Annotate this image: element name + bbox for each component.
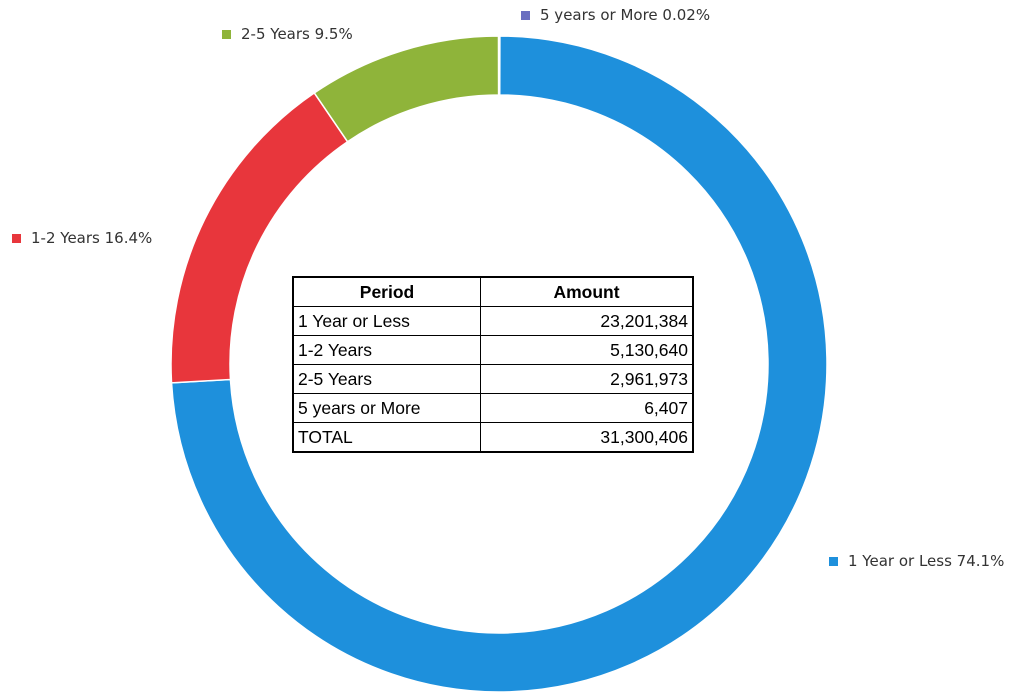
cell-amount: 2,961,973 [480, 364, 694, 394]
table-row-total: TOTAL 31,300,406 [292, 422, 694, 453]
slice-label-5-years-or-more: 5 years or More 0.02% [521, 6, 710, 24]
table-row: 2-5 Years 2,961,973 [292, 364, 694, 394]
cell-amount: 23,201,384 [480, 306, 694, 336]
legend-swatch-1-2-years [12, 233, 21, 243]
legend-swatch-5-years-or-more [521, 10, 530, 20]
table-row: 1-2 Years 5,130,640 [292, 335, 694, 365]
table-row: 1 Year or Less 23,201,384 [292, 306, 694, 336]
header-period: Period [292, 276, 481, 307]
table-row: 5 years or More 6,407 [292, 393, 694, 423]
cell-period: 5 years or More [292, 393, 481, 423]
cell-period: 1-2 Years [292, 335, 481, 365]
cell-amount: 6,407 [480, 393, 694, 423]
legend-swatch-2-5-years [222, 29, 231, 39]
slice-label-text: 5 years or More 0.02% [540, 6, 711, 24]
cell-period-total: TOTAL [292, 422, 481, 453]
cell-period: 2-5 Years [292, 364, 481, 394]
cell-period: 1 Year or Less [292, 306, 481, 336]
amount-table: Period Amount 1 Year or Less 23,201,384 … [292, 276, 694, 453]
slice-label-2-5-years: 2-5 Years 9.5% [222, 25, 353, 43]
header-amount: Amount [480, 276, 694, 307]
slice-label-text: 1-2 Years 16.4% [31, 229, 153, 247]
slice-label-1-year-or-less: 1 Year or Less 74.1% [829, 552, 1004, 570]
donut-slice-1-year-or-less [170, 35, 828, 693]
cell-amount: 5,130,640 [480, 335, 694, 365]
donut-slice-2-5-years [313, 35, 500, 143]
slice-label-text: 1 Year or Less 74.1% [848, 552, 1005, 570]
slice-label-1-2-years: 1-2 Years 16.4% [12, 229, 152, 247]
slice-label-text: 2-5 Years 9.5% [241, 25, 353, 43]
amount-table-grid: Period Amount 1 Year or Less 23,201,384 … [292, 276, 694, 453]
donut-slice-5-years-or-more [497, 35, 501, 96]
cell-amount-total: 31,300,406 [480, 422, 694, 453]
legend-swatch-1-year-or-less [829, 556, 838, 566]
table-header-row: Period Amount [292, 276, 694, 307]
